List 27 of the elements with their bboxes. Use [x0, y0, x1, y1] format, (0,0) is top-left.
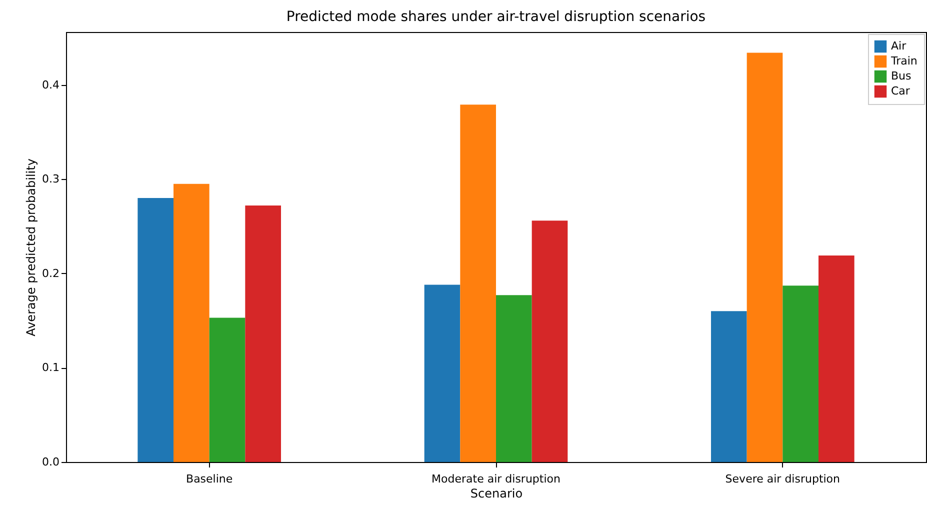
bar [496, 295, 532, 462]
legend-label: Train [890, 54, 918, 68]
y-tick-label: 0.1 [42, 361, 60, 374]
y-tick-label: 0.4 [42, 78, 60, 92]
x-tick-label: Severe air disruption [725, 472, 840, 486]
bar [424, 284, 460, 462]
bar [460, 104, 496, 462]
bar [532, 220, 568, 462]
y-tick-label: 0.2 [42, 266, 60, 280]
bar [746, 52, 783, 462]
x-tick-label: Baseline [186, 472, 233, 486]
legend-label: Car [891, 84, 910, 98]
legend-label: Bus [891, 70, 912, 82]
bar [782, 286, 818, 462]
bar [138, 198, 174, 462]
y-tick-label: 0.0 [42, 456, 60, 468]
chart-title: Predicted mode shares under air-travel disruption scenarios [286, 9, 706, 25]
y-axis-title: Average predicted probability [24, 158, 38, 336]
bar [711, 311, 747, 462]
bar [245, 206, 281, 462]
x-tick-label: Moderate air disruption [432, 472, 560, 486]
bar [209, 318, 246, 462]
bar [818, 255, 854, 462]
y-tick-label: 0.3 [42, 172, 60, 186]
legend-label: Air [891, 40, 907, 52]
bar [174, 184, 210, 462]
x-axis-title: Scenario [470, 486, 523, 500]
